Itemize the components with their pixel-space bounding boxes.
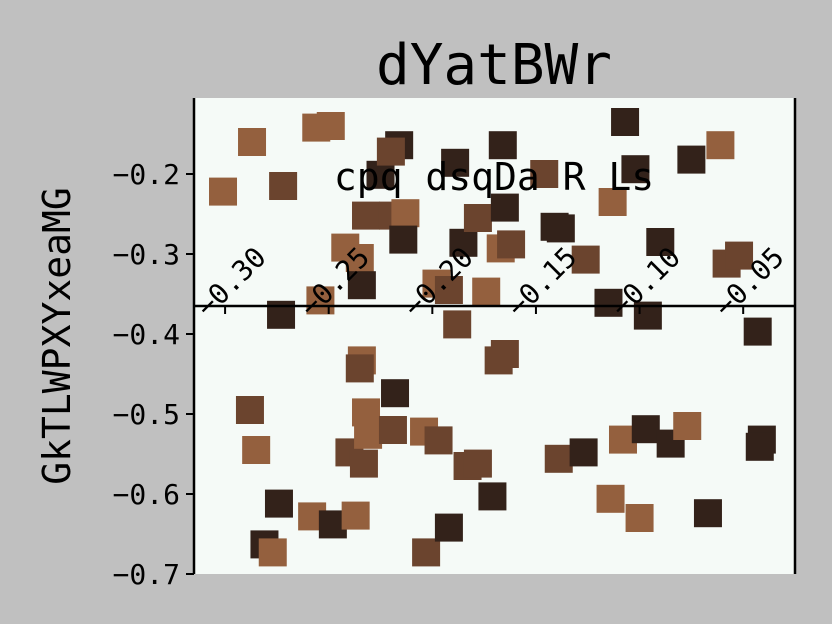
data-point [463,449,492,478]
data-point [449,228,478,257]
y-tick-label: −0.5 [113,398,180,431]
data-point [443,310,472,339]
data-point [376,137,405,166]
data-point [631,415,660,444]
data-point [258,538,287,567]
data-point [347,271,376,300]
data-point [544,444,573,473]
data-point [596,484,625,513]
y-axis-label: GkTLWPXYxeaMG [35,187,79,484]
data-point [391,199,420,228]
data-point [209,177,238,206]
data-point [490,193,519,222]
data-point [706,131,735,160]
data-point [478,482,507,511]
data-point [412,538,441,567]
data-point [463,204,492,232]
data-point [434,513,463,542]
data-point [381,379,410,408]
y-tick-label: −0.2 [113,158,180,191]
x-axis-label: cpq dsqDa R Ls [334,155,654,199]
data-point [242,436,271,464]
y-tick-label: −0.3 [113,238,180,271]
data-point [621,155,650,184]
data-point [546,214,575,243]
data-point [341,501,370,530]
data-point [646,228,675,256]
y-tick-label: −0.7 [113,558,180,591]
data-point [238,128,267,156]
data-point [434,276,463,304]
data-point [745,432,774,461]
data-point [264,489,293,518]
data-point [352,201,381,230]
data-point [598,188,627,216]
data-points [209,108,776,567]
y-tick-label: −0.4 [113,318,180,351]
data-point [673,412,702,440]
data-point [269,172,298,200]
data-point [345,244,374,272]
data-point [235,396,264,424]
data-point [530,160,559,188]
data-point [488,131,517,160]
data-point [490,340,519,368]
data-point [677,145,706,174]
data-point [472,277,501,306]
data-point [594,288,623,317]
data-point [378,416,407,444]
data-point [424,426,453,455]
data-point [441,148,470,177]
data-point [316,112,345,140]
data-point [693,499,722,528]
y-axis-ticks: −0.2 −0.3 −0.4 −0.5 −0.6 −0.7 [113,158,194,591]
chart-title: dYatBWr [376,33,612,98]
data-point [389,225,418,254]
y-tick-label: −0.6 [113,478,180,511]
data-point [611,108,640,136]
data-point [306,286,335,315]
data-point [725,241,754,270]
data-point [743,317,772,346]
data-point [625,504,654,532]
data-point [349,449,378,478]
data-point [354,420,383,449]
data-point [497,230,526,259]
data-point [345,354,374,383]
data-point [571,245,600,274]
data-point [569,438,598,467]
